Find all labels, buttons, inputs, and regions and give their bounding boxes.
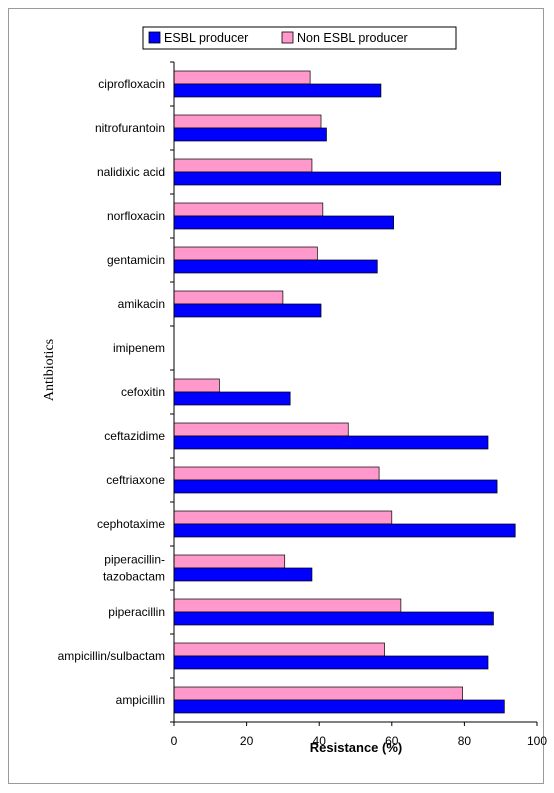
bar-non-esbl — [173, 422, 349, 437]
bar-non-esbl — [173, 554, 286, 569]
bar-non-esbl — [173, 686, 463, 701]
category-label: ceftriaxone — [106, 473, 165, 487]
x-tick-label: 40 — [313, 734, 327, 748]
bar-non-esbl — [173, 246, 318, 261]
x-tick-label: 80 — [458, 734, 472, 748]
x-tick-label: 100 — [527, 734, 547, 748]
bar-esbl — [173, 259, 378, 274]
bar-non-esbl — [173, 202, 324, 217]
bar-esbl — [173, 479, 498, 494]
x-tick-label: 60 — [385, 734, 399, 748]
category-label: gentamicin — [107, 253, 165, 267]
legend-swatch-esbl — [148, 31, 161, 44]
category-label: nalidixic acid — [97, 165, 165, 179]
category-label: ampicillin/sulbactam — [58, 649, 165, 663]
bar-esbl — [173, 215, 394, 230]
bar-esbl — [173, 611, 494, 626]
bar-non-esbl — [173, 378, 220, 393]
category-label: cephotaxime — [97, 517, 165, 531]
x-tick-label: 0 — [171, 734, 178, 748]
bar-non-esbl — [173, 70, 311, 85]
category-label: ciprofloxacin — [98, 77, 165, 91]
legend-label-non-esbl: Non ESBL producer — [297, 31, 408, 45]
category-label: tazobactam — [103, 570, 165, 584]
bar-esbl — [173, 523, 516, 538]
legend: ESBL producer Non ESBL producer — [142, 26, 457, 50]
bar-non-esbl — [173, 466, 380, 481]
category-label: imipenem — [113, 341, 165, 355]
bar-non-esbl — [173, 290, 284, 305]
bar-non-esbl — [173, 510, 393, 525]
axes: 0 20 40 60 80 100 — [170, 61, 547, 748]
category-labels: ciprofloxacin nitrofurantoin nalidixic aci… — [58, 77, 166, 707]
bar-esbl — [173, 567, 313, 582]
bar-esbl — [173, 83, 382, 98]
bar-non-esbl — [173, 114, 322, 129]
category-label: ceftazidime — [104, 429, 165, 443]
bar-non-esbl — [173, 158, 313, 173]
legend-swatch-non-esbl — [281, 31, 294, 44]
bar-esbl — [173, 303, 322, 318]
bar-non-esbl — [173, 598, 402, 613]
y-axis-label: Antibiotics — [42, 339, 57, 401]
bar-esbl — [173, 435, 489, 450]
x-tick-label: 20 — [240, 734, 254, 748]
bar-esbl — [173, 127, 327, 142]
category-label: piperacillin — [108, 605, 165, 619]
legend-box — [142, 26, 457, 50]
x-axis-label: Resistance (%) — [310, 740, 402, 755]
bar-esbl — [173, 391, 291, 406]
bar-non-esbl — [173, 642, 385, 657]
legend-label-esbl: ESBL producer — [164, 31, 248, 45]
bar-esbl — [173, 699, 505, 714]
bars-layer — [173, 70, 516, 714]
category-label: norfloxacin — [107, 209, 165, 223]
category-label: ampicillin — [116, 693, 165, 707]
bar-esbl — [173, 655, 489, 670]
category-label: cefoxitin — [121, 385, 165, 399]
category-label: piperacillin- — [104, 553, 165, 567]
category-label: amikacin — [118, 297, 165, 311]
category-label: nitrofurantoin — [95, 121, 165, 135]
bar-esbl — [173, 171, 502, 186]
